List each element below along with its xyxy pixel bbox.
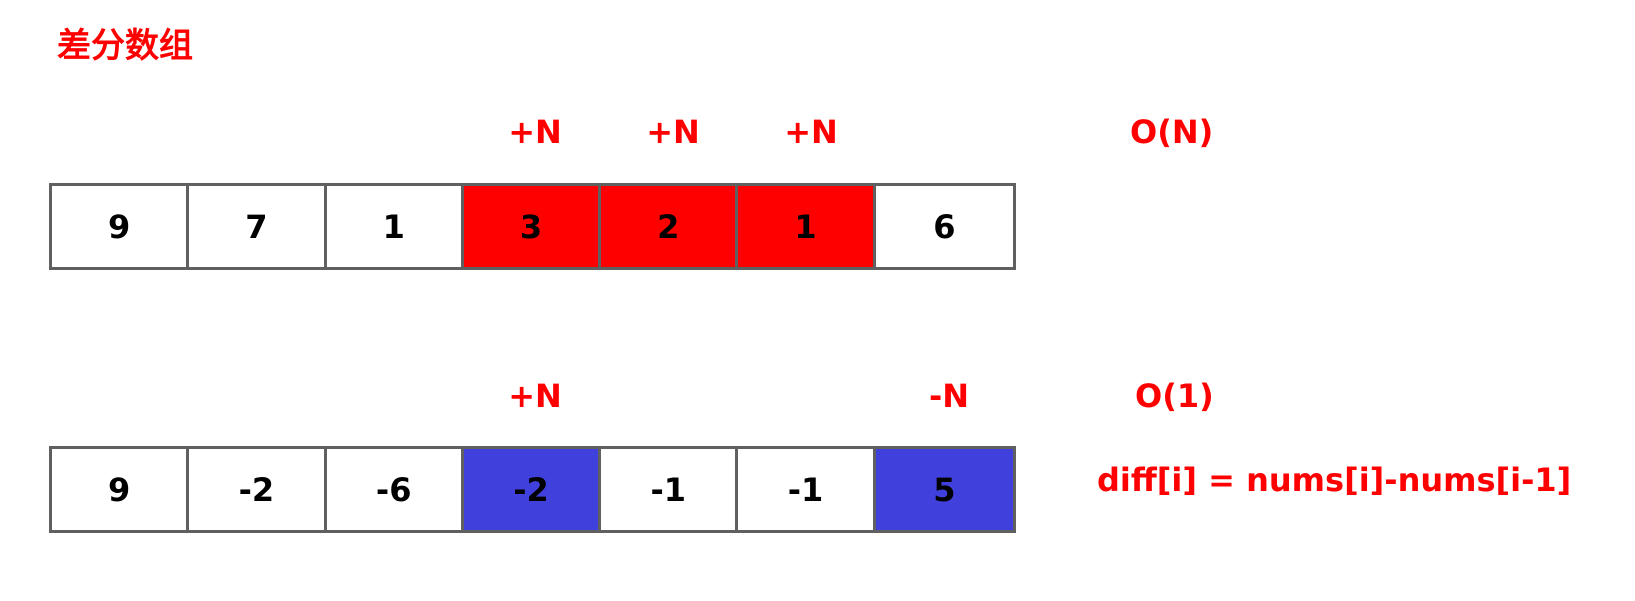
page-title: 差分数组 (57, 26, 193, 66)
original-complexity-label: O(N) (1130, 113, 1214, 151)
diff-array-cell-2: -6 (326, 449, 464, 530)
diff-array-cell-3: -2 (463, 449, 602, 530)
diff-array-cell-6: 5 (875, 449, 1013, 530)
original-array-cell-5: 1 (738, 186, 876, 267)
diff-array: 9 -2 -6 -2 -1 -1 5 (49, 446, 1016, 533)
original-array-cell-4: 2 (601, 186, 739, 267)
diff-complexity-label: O(1) (1135, 377, 1214, 415)
original-array-marker-1: +N (646, 113, 700, 151)
diff-array-cell-4: -1 (601, 449, 739, 530)
original-array-cell-2: 1 (326, 186, 464, 267)
diff-array-cell-0: 9 (52, 449, 190, 530)
original-array-cell-0: 9 (52, 186, 190, 267)
diff-array-cell-1: -2 (189, 449, 327, 530)
original-array-cell-1: 7 (189, 186, 327, 267)
original-array-marker-2: +N (784, 113, 838, 151)
diff-array-marker-0: +N (508, 377, 562, 415)
diff-array-marker-1: -N (928, 377, 970, 415)
diff-formula: diff[i] = nums[i]-nums[i-1] (1097, 461, 1572, 499)
original-array-cell-3: 3 (463, 186, 602, 267)
original-array-cell-6: 6 (875, 186, 1013, 267)
diff-array-cell-5: -1 (738, 449, 876, 530)
original-array-marker-0: +N (508, 113, 562, 151)
